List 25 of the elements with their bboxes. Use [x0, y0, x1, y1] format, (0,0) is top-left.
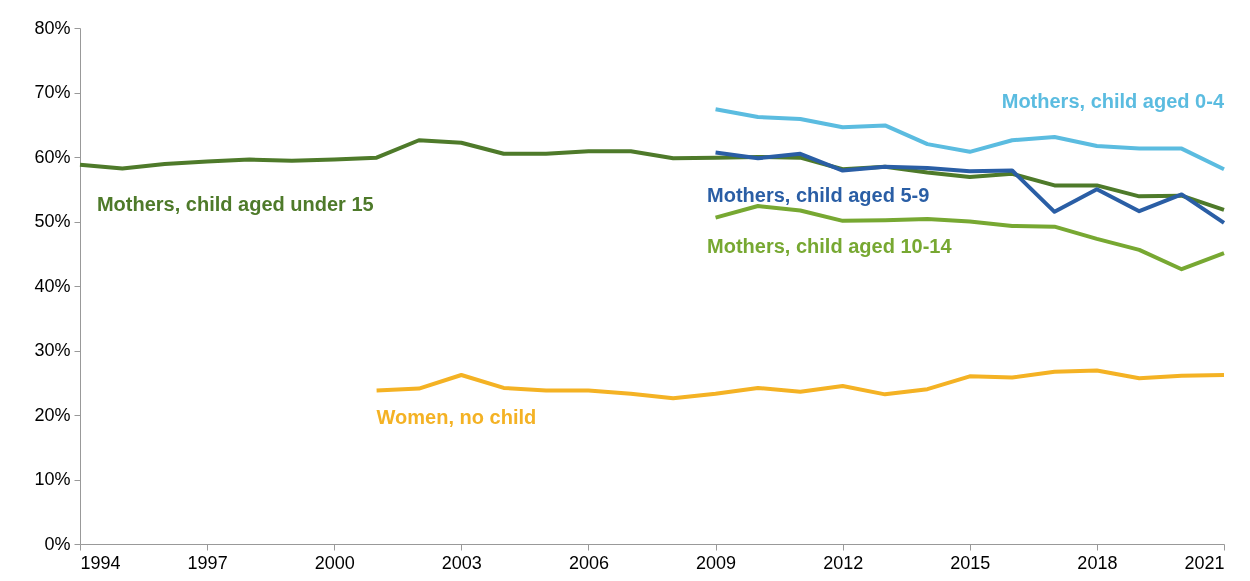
y-tick-label: 0%: [44, 533, 71, 554]
y-tick-label: 60%: [34, 146, 71, 167]
x-tick-label: 1994: [80, 552, 121, 573]
x-tick-label: 2018: [1077, 552, 1118, 573]
x-tick-label: 2009: [696, 552, 737, 573]
y-tick-label: 70%: [34, 82, 71, 102]
series-label: Women, no child: [376, 406, 537, 429]
x-tick-label: 2006: [568, 552, 609, 573]
x-tick-label: 2015: [950, 552, 991, 573]
y-tick-label: 80%: [34, 17, 71, 38]
y-tick-label: 20%: [34, 404, 71, 425]
series-label: Mothers, child aged 10-14: [707, 235, 953, 258]
x-tick-label: 2000: [314, 552, 355, 573]
y-tick-label: 30%: [34, 340, 71, 360]
series-label: Mothers, child aged 0-4: [1001, 90, 1225, 113]
series-label: Mothers, child aged under 15: [96, 193, 374, 216]
series-label: Mothers, child aged 5-9: [707, 183, 930, 206]
line-series: [374, 368, 1226, 401]
y-tick-label: 40%: [34, 275, 71, 296]
x-tick-label: 2003: [441, 552, 482, 573]
y-tick-label: 50%: [34, 211, 71, 231]
x-tick-label: 2021: [1184, 552, 1225, 573]
x-tick-label: 2012: [823, 552, 864, 573]
y-tick-label: 10%: [34, 469, 71, 489]
x-tick-label: 1997: [187, 552, 228, 573]
